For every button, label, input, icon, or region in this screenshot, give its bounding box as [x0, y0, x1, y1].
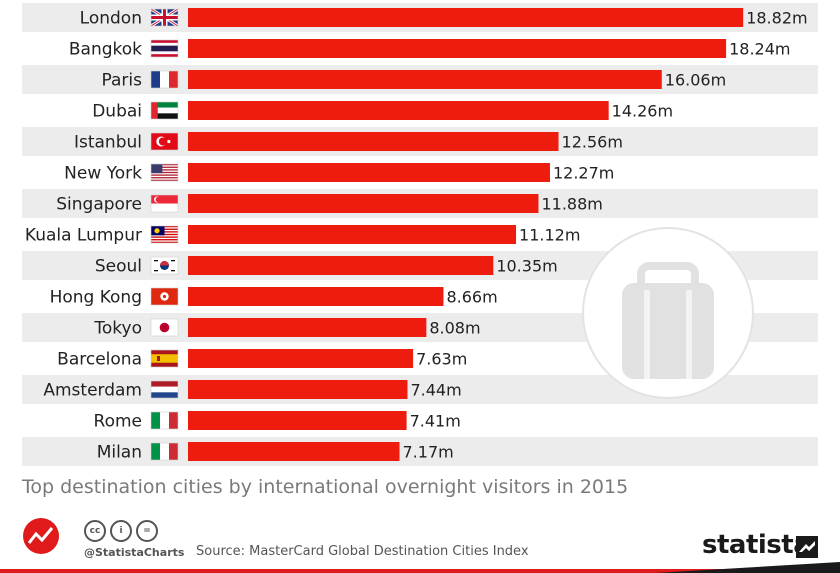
value-label: 11.88m	[541, 195, 602, 214]
category-label: Milan	[97, 443, 142, 463]
category-label: Kuala Lumpur	[25, 226, 142, 246]
attribution-icon: i	[110, 520, 132, 542]
value-label: 8.66m	[446, 288, 497, 307]
bar	[188, 8, 744, 27]
source-note: Source: MasterCard Global Destination Ci…	[196, 544, 529, 559]
creative-commons-icons: cc i =	[84, 520, 158, 542]
usa-flag-icon	[150, 163, 179, 182]
uae-flag-icon	[150, 101, 179, 120]
bar	[188, 70, 662, 89]
value-label: 18.82m	[746, 9, 807, 28]
statista-brand-icon	[796, 536, 818, 558]
singapore-flag-icon	[150, 194, 179, 213]
category-label: Seoul	[95, 257, 142, 277]
category-label: Bangkok	[69, 40, 142, 60]
value-label: 8.08m	[429, 319, 480, 338]
bar	[188, 194, 539, 213]
bar	[188, 256, 494, 275]
category-label: Dubai	[92, 102, 142, 122]
value-label: 7.17m	[403, 443, 454, 462]
value-label: 14.26m	[612, 102, 673, 121]
value-label: 12.56m	[562, 133, 623, 152]
value-label: 16.06m	[665, 71, 726, 90]
chart-caption: Top destination cities by international …	[22, 476, 629, 498]
category-label: New York	[64, 164, 142, 184]
statista-charts-logo-icon	[23, 518, 59, 554]
france-flag-icon	[150, 70, 179, 89]
bar-chart: London 18.82m Bangkok 18.24m Paris 16.06m Duba…	[22, 3, 818, 466]
bar	[188, 349, 414, 368]
bar	[188, 101, 609, 120]
category-label: Singapore	[56, 195, 142, 215]
spain-flag-icon	[150, 349, 179, 368]
cc-icon: cc	[84, 520, 106, 542]
bar	[188, 132, 559, 151]
category-label: Tokyo	[93, 319, 142, 339]
malaysia-flag-icon	[150, 225, 179, 244]
no-derivatives-icon: =	[136, 520, 158, 542]
statista-brand: statista	[702, 530, 811, 560]
bar	[188, 411, 407, 430]
value-label: 18.24m	[729, 40, 790, 59]
value-label: 11.12m	[519, 226, 580, 245]
bar	[188, 39, 727, 58]
italy-flag-icon	[150, 411, 179, 430]
bar	[188, 442, 400, 461]
bar	[188, 225, 517, 244]
category-label: Rome	[94, 412, 142, 432]
south-korea-flag-icon	[150, 256, 179, 275]
twitter-handle: @StatistaCharts	[84, 546, 185, 559]
suitcase-icon	[582, 227, 754, 399]
category-label: Barcelona	[57, 350, 142, 370]
value-label: 10.35m	[496, 257, 557, 276]
turkey-flag-icon	[150, 132, 179, 151]
category-label: London	[80, 9, 142, 29]
bar	[188, 287, 444, 306]
bar	[188, 380, 408, 399]
value-label: 7.41m	[410, 412, 461, 431]
value-label: 12.27m	[553, 164, 614, 183]
uk-flag-icon	[150, 7, 179, 28]
thailand-flag-icon	[150, 39, 179, 58]
category-label: Amsterdam	[43, 381, 142, 401]
value-label: 7.44m	[410, 381, 461, 400]
hong-kong-flag-icon	[150, 287, 179, 306]
category-label: Istanbul	[74, 133, 142, 153]
italy-flag-icon	[150, 442, 179, 461]
value-label: 7.63m	[416, 350, 467, 369]
bar	[188, 163, 550, 182]
netherlands-flag-icon	[150, 380, 179, 399]
japan-flag-icon	[150, 318, 179, 337]
category-label: Paris	[102, 71, 143, 91]
footer-accent-line	[0, 562, 840, 573]
bar	[188, 318, 427, 337]
category-label: Hong Kong	[50, 288, 142, 308]
